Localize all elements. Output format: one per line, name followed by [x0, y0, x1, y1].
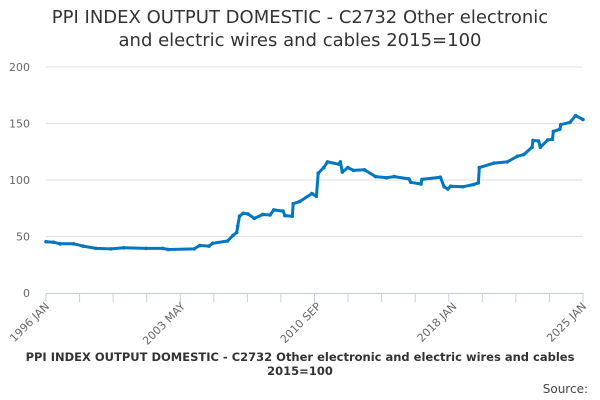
- data-point: [109, 247, 113, 251]
- x-tick-label: 2025 JAN: [544, 300, 589, 345]
- data-point: [384, 175, 389, 180]
- y-tick-label: 50: [16, 231, 30, 244]
- chart-title: PPI INDEX OUTPUT DOMESTIC - C2732 Other …: [0, 6, 600, 52]
- data-point: [234, 230, 239, 235]
- data-point: [121, 246, 126, 250]
- data-point: [373, 174, 378, 179]
- data-point: [268, 213, 272, 217]
- data-point: [476, 181, 481, 185]
- data-point: [210, 241, 215, 246]
- data-point: [471, 182, 476, 187]
- data-point: [546, 138, 550, 142]
- data-point: [573, 113, 578, 118]
- data-point: [505, 160, 509, 164]
- data-point: [197, 243, 202, 248]
- data-point: [515, 154, 520, 159]
- data-point: [260, 212, 265, 217]
- data-point: [235, 224, 240, 229]
- data-point: [166, 247, 171, 252]
- data-point: [419, 182, 423, 186]
- data-point: [340, 170, 345, 174]
- data-point: [271, 208, 276, 212]
- data-point: [225, 239, 230, 243]
- data-point: [446, 187, 450, 191]
- data-point: [531, 138, 535, 143]
- data-point: [321, 165, 326, 170]
- data-point: [407, 177, 411, 181]
- chart-title-line-2: and electric wires and cables 2015=100: [118, 30, 482, 51]
- data-point: [521, 152, 526, 157]
- data-point: [290, 214, 295, 218]
- x-tick-label: 1996 JAN: [7, 300, 52, 345]
- data-point: [351, 168, 356, 173]
- x-tick-label: 2010 SEP: [278, 300, 324, 346]
- y-tick-label: 0: [23, 287, 30, 300]
- data-point: [551, 129, 556, 134]
- data-point: [477, 165, 482, 170]
- data-point: [420, 177, 424, 182]
- data-point: [442, 184, 446, 189]
- data-point: [581, 117, 585, 122]
- y-tick-label: 150: [9, 118, 30, 131]
- data-point: [538, 145, 543, 150]
- data-point: [192, 247, 196, 251]
- data-point: [314, 194, 319, 199]
- data-point: [231, 233, 235, 238]
- data-point: [346, 165, 350, 170]
- y-tick-label: 200: [9, 61, 30, 74]
- data-point: [558, 122, 563, 127]
- x-tick-label: 2003 MAY: [140, 300, 188, 348]
- data-point: [492, 161, 496, 165]
- data-point: [281, 209, 285, 213]
- data-point: [297, 199, 302, 204]
- data-point: [550, 137, 555, 142]
- data-point: [558, 127, 562, 131]
- data-point: [460, 184, 465, 189]
- data-point: [392, 174, 396, 179]
- series-line: [45, 114, 584, 251]
- data-point: [44, 239, 48, 244]
- data-point: [252, 216, 257, 221]
- data-point: [246, 212, 250, 216]
- data-point: [536, 139, 541, 143]
- data-point: [71, 242, 76, 246]
- data-point: [530, 145, 534, 150]
- data-point: [241, 211, 246, 216]
- source-label: Source:: [542, 382, 588, 396]
- data-point: [362, 168, 367, 172]
- data-point: [438, 175, 443, 179]
- data-point: [283, 213, 287, 218]
- data-point: [448, 184, 453, 189]
- data-point: [291, 201, 296, 206]
- chart-title-line-1: PPI INDEX OUTPUT DOMESTIC - C2732 Other …: [51, 7, 549, 28]
- data-point: [408, 180, 413, 185]
- y-tick-label: 100: [9, 174, 30, 187]
- data-point: [58, 242, 62, 246]
- data-point: [207, 244, 211, 248]
- data-point: [325, 160, 330, 164]
- data-point: [316, 171, 321, 176]
- data-point: [310, 191, 314, 196]
- data-point: [338, 160, 343, 164]
- x-tick-label: 2018 JAN: [415, 300, 460, 345]
- data-point: [144, 246, 148, 251]
- chart-caption: PPI INDEX OUTPUT DOMESTIC - C2732 Other …: [25, 350, 575, 378]
- data-point: [51, 240, 56, 244]
- data-point: [237, 214, 242, 218]
- data-point: [160, 246, 165, 251]
- data-point: [568, 120, 572, 125]
- data-point: [81, 244, 85, 248]
- data-point: [94, 246, 98, 251]
